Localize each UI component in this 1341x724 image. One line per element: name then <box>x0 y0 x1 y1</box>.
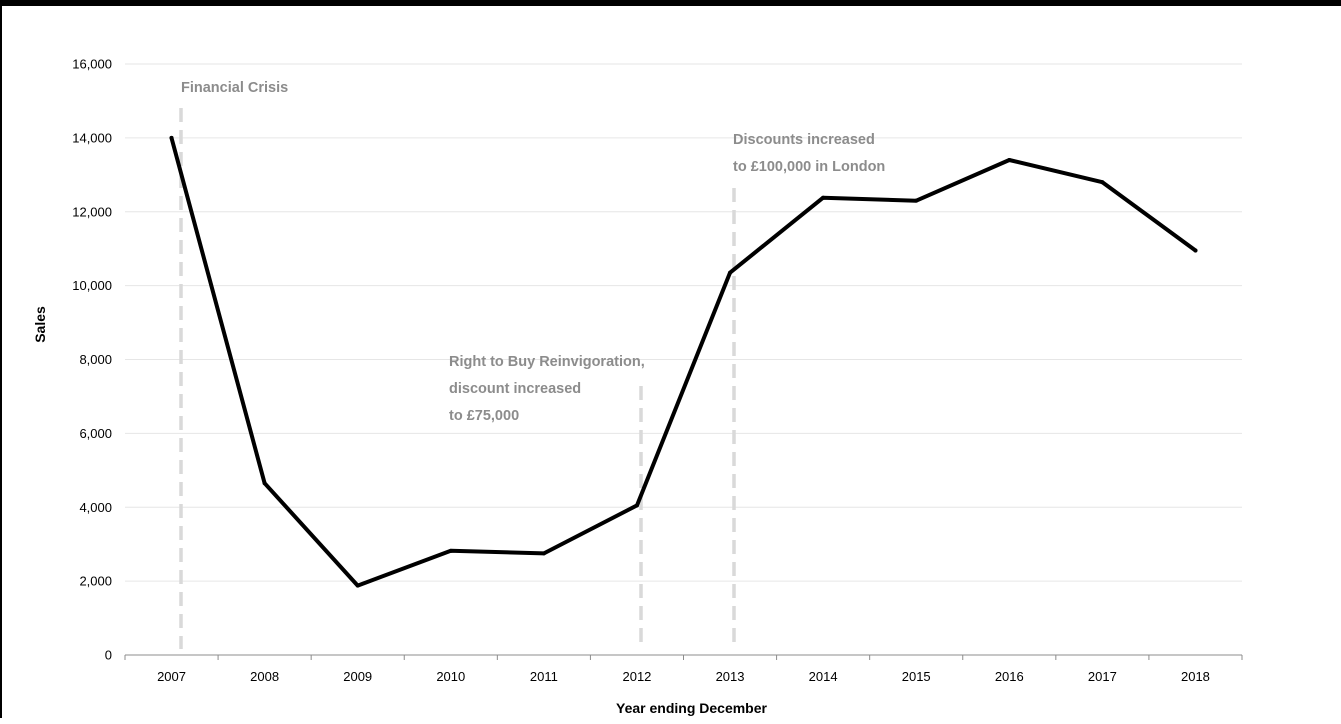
x-tick-label: 2018 <box>1181 669 1210 684</box>
y-tick-label: 8,000 <box>79 352 112 367</box>
x-tick-label: 2017 <box>1088 669 1117 684</box>
data-point <box>448 548 453 553</box>
y-tick-label: 14,000 <box>72 130 112 145</box>
x-tick-label: 2011 <box>530 669 558 684</box>
x-tick-label: 2013 <box>716 669 745 684</box>
y-tick-label: 2,000 <box>79 574 112 589</box>
data-point <box>914 198 919 203</box>
data-point <box>634 503 639 508</box>
y-tick-label: 6,000 <box>79 426 112 441</box>
x-tick-label: 2015 <box>902 669 931 684</box>
data-point <box>1100 180 1105 185</box>
series-line <box>169 135 1198 588</box>
data-point <box>1007 158 1012 163</box>
y-tick-label: 10,000 <box>72 278 112 293</box>
annotation-label: to £100,000 in London <box>733 159 885 175</box>
x-tick-label: 2007 <box>157 669 186 684</box>
annotation-label: Discounts increased <box>733 132 875 148</box>
data-point <box>728 270 733 275</box>
data-point <box>541 551 546 556</box>
y-tick-label: 12,000 <box>72 204 112 219</box>
annotation-label: Right to Buy Reinvigoration, <box>449 354 645 370</box>
x-tick-label: 2008 <box>250 669 279 684</box>
y-axis-title: Sales <box>32 306 48 343</box>
data-point <box>1193 248 1198 253</box>
data-point <box>821 195 826 200</box>
line-chart: 0 2,000 4,000 6,000 8,000 10,000 12,000 14,000 1… <box>32 57 1243 716</box>
x-tick-label: 2010 <box>436 669 465 684</box>
y-tick-label: 4,000 <box>79 500 112 515</box>
x-tick-label: 2012 <box>622 669 651 684</box>
x-tick-label: 2014 <box>809 669 838 684</box>
x-axis-title: Year ending December <box>616 700 768 716</box>
x-tick-label: 2009 <box>343 669 372 684</box>
y-tick-label: 0 <box>105 648 112 663</box>
data-point <box>355 583 360 588</box>
data-point <box>262 481 267 486</box>
annotation-label: discount increased <box>449 381 581 397</box>
data-point <box>169 135 174 140</box>
annotation-label: Financial Crisis <box>181 80 288 96</box>
annotation-label: to £75,000 <box>449 408 519 424</box>
x-tick-label: 2016 <box>995 669 1024 684</box>
y-tick-label: 16,000 <box>72 57 112 72</box>
